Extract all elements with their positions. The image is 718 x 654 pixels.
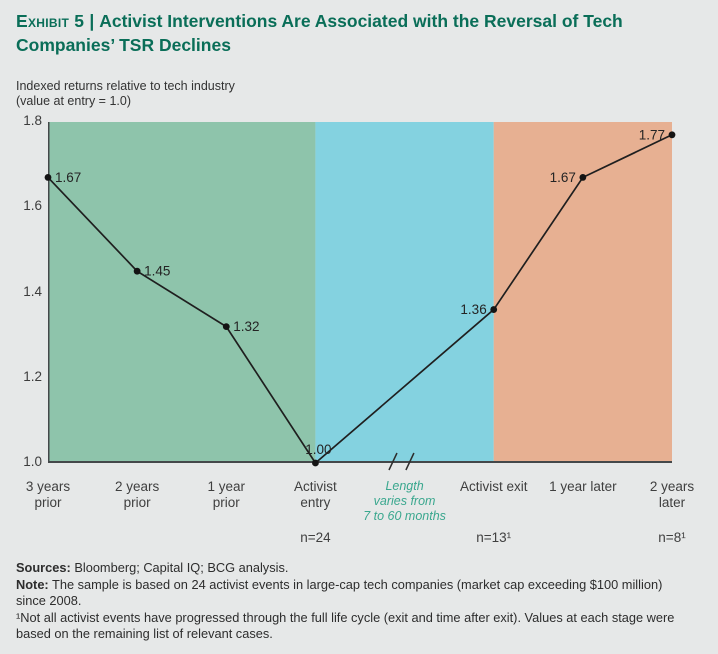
title-separator: |	[89, 11, 95, 31]
data-point-activist-exit	[490, 306, 498, 313]
gap-duration-note-line: Length	[385, 479, 424, 493]
note-line: Note: The sample is based on 24 activist…	[16, 577, 692, 610]
point-value-label: 1.67	[55, 170, 81, 185]
x-tick-label-activist-entry: Activist entry	[294, 479, 337, 510]
exhibit-number: Exhibit 5	[16, 11, 85, 31]
point-value-label: 1.77	[639, 127, 665, 142]
axis-break-mark	[405, 452, 415, 471]
axis-break-mark	[388, 452, 398, 471]
note-text: The sample is based on 24 activist event…	[16, 576, 663, 609]
point-value-label: 1.32	[233, 319, 259, 334]
data-point-1-year-later	[579, 174, 587, 181]
subtitle-line-2: (value at entry = 1.0)	[16, 93, 131, 108]
region-post-exit	[493, 122, 672, 463]
point-value-label: 1.45	[144, 264, 170, 279]
line-chart-plot: 1.67 1.45 1.32 1.00 1.36 1.67 1.77	[44, 122, 676, 471]
subtitle-line-1: Indexed returns relative to tech industr…	[16, 79, 235, 93]
sources-text: Bloomberg; Capital IQ; BCG analysis.	[70, 560, 289, 575]
note-label: Note:	[16, 576, 49, 592]
sample-size-label: n=13¹	[476, 530, 512, 545]
sample-size-label: n=24	[300, 530, 331, 545]
y-tick-label: 1.8	[23, 113, 42, 128]
x-tick-label-2-years-prior: 2 years prior	[115, 479, 160, 510]
axis-units-caption: Indexed returns relative to tech industr…	[16, 79, 235, 108]
x-tick-label-3-years-prior: 3 years prior	[25, 479, 71, 510]
region-holding-period	[315, 122, 494, 463]
region-pre-entry	[48, 122, 316, 463]
x-tick-label-activist-exit: Activist exit	[459, 479, 528, 494]
gap-duration-note-line: 7 to 60 months	[363, 509, 446, 523]
x-tick-label-2-years-later: 2 years later	[649, 479, 695, 510]
sources-line: Sources: Bloomberg; Capital IQ; BCG anal…	[16, 560, 692, 577]
data-point-1-year-prior	[222, 323, 230, 330]
point-value-label: 1.36	[460, 302, 486, 317]
data-point-activist-entry	[312, 459, 319, 467]
exhibit-title-text: Activist Interventions Are Associated wi…	[16, 11, 623, 55]
y-tick-label: 1.4	[23, 283, 42, 299]
y-tick-label: 1.6	[23, 198, 42, 214]
footnote-line: ¹Not all activist events have progressed…	[16, 609, 675, 642]
gap-duration-note: Length varies from 7 to 60 months	[355, 479, 455, 524]
data-point-2-years-later	[668, 131, 676, 139]
y-tick-label: 1.0	[23, 454, 42, 469]
point-value-label: 1.00	[305, 442, 331, 457]
point-value-label: 1.67	[550, 170, 576, 185]
sample-size-label: n=8¹	[658, 530, 686, 545]
gap-duration-note-line: varies from	[373, 494, 436, 508]
sources-label: Sources:	[16, 560, 71, 575]
x-tick-label-1-year-prior: 1 year prior	[207, 479, 246, 510]
exhibit-title: Exhibit 5 | Activist Interventions Are Ass…	[16, 10, 648, 57]
y-tick-label: 1.2	[23, 368, 42, 384]
data-point-3-years-prior	[44, 174, 52, 181]
footnotes: Sources: Bloomberg; Capital IQ; BCG anal…	[16, 560, 692, 643]
data-point-2-years-prior	[133, 267, 141, 275]
x-tick-label-1-year-later: 1 year later	[549, 479, 617, 494]
